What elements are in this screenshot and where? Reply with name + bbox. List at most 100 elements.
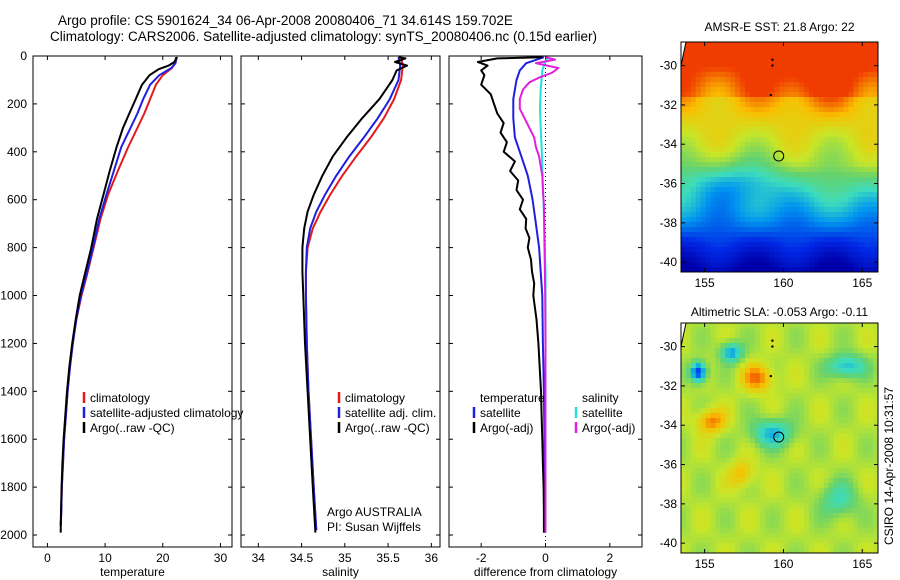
heatmap-cell xyxy=(695,423,702,429)
heatmap-cell xyxy=(735,403,741,409)
heatmap-cell xyxy=(681,468,687,474)
heatmap-cell xyxy=(789,107,795,113)
heatmap-cell xyxy=(754,538,761,544)
heatmap-cell xyxy=(789,122,795,128)
heatmap-cell xyxy=(759,117,766,123)
heatmap-cell xyxy=(764,403,771,409)
heatmap-cell xyxy=(769,257,775,263)
heatmap-cell xyxy=(843,468,849,474)
heatmap-cell xyxy=(774,187,780,193)
heatmap-cell xyxy=(754,222,761,228)
heatmap-cell xyxy=(838,152,844,158)
heatmap-cell xyxy=(769,87,775,93)
heatmap-cell xyxy=(828,338,835,344)
heatmap-cell xyxy=(769,513,775,519)
heatmap-cell xyxy=(685,252,692,258)
heatmap-cell xyxy=(794,518,800,524)
heatmap-cell xyxy=(784,453,790,459)
heatmap-cell xyxy=(799,438,805,444)
heatmap-cell xyxy=(868,167,874,173)
heatmap-cell xyxy=(695,483,702,489)
heatmap-cell xyxy=(700,393,707,399)
heatmap-cell xyxy=(813,137,820,143)
heatmap-cell xyxy=(799,523,805,529)
heatmap-cell xyxy=(735,57,741,63)
heatmap-cell xyxy=(789,42,795,48)
heatmap-cell xyxy=(730,232,736,238)
heatmap-cell xyxy=(843,473,849,479)
heatmap-cell xyxy=(695,448,702,454)
heatmap-cell xyxy=(700,117,707,123)
heatmap-cell xyxy=(809,523,815,529)
heatmap-cell xyxy=(818,167,825,173)
heatmap-cell xyxy=(794,353,800,359)
heatmap-cell xyxy=(838,127,844,133)
heatmap-cell xyxy=(690,247,697,253)
heatmap-cell xyxy=(858,368,864,374)
heatmap-cell xyxy=(700,162,707,168)
heatmap-cell xyxy=(700,443,707,449)
heatmap-cell xyxy=(700,257,707,263)
heatmap-cell xyxy=(735,453,741,459)
heatmap-cell xyxy=(784,468,790,474)
heatmap-cell xyxy=(695,518,702,524)
heatmap-cell xyxy=(695,52,702,58)
heatmap-cell xyxy=(774,227,780,233)
heatmap-cell xyxy=(833,127,839,133)
heatmap-cell xyxy=(725,463,731,469)
heatmap-cell xyxy=(813,42,820,48)
heatmap-cell xyxy=(715,548,721,553)
heatmap-cell xyxy=(809,488,815,494)
heatmap-cell xyxy=(828,132,835,138)
heatmap-cell xyxy=(794,413,800,419)
heatmap-cell xyxy=(745,413,751,419)
heatmap-cell xyxy=(799,518,805,524)
heatmap-cell xyxy=(823,463,830,469)
heatmap-cell xyxy=(700,483,707,489)
heatmap-cell xyxy=(794,488,800,494)
heatmap-cell xyxy=(725,62,731,68)
heatmap-cell xyxy=(725,257,731,263)
heatmap-cell xyxy=(774,533,780,539)
heatmap-cell xyxy=(813,162,820,168)
heatmap-cell xyxy=(685,97,692,103)
heatmap-cell xyxy=(804,493,810,499)
heatmap-cell xyxy=(725,227,731,233)
heatmap-cell xyxy=(759,543,766,549)
heatmap-cell xyxy=(833,157,839,163)
heatmap-cell xyxy=(695,172,702,178)
series-line xyxy=(59,56,179,533)
heatmap-cell xyxy=(720,538,726,544)
heatmap-cell xyxy=(735,212,741,218)
heatmap-cell xyxy=(848,483,854,489)
heatmap-cell xyxy=(685,533,692,539)
heatmap-cell xyxy=(848,207,854,213)
heatmap-cell xyxy=(853,528,859,534)
heatmap-cell xyxy=(725,222,731,228)
heatmap-cell xyxy=(685,137,692,143)
heatmap-cell xyxy=(769,423,775,429)
heatmap-cell xyxy=(764,72,771,78)
heatmap-cell xyxy=(853,413,859,419)
heatmap-cell xyxy=(858,458,864,464)
heatmap-cell xyxy=(735,132,741,138)
heatmap-cell xyxy=(823,82,830,88)
heatmap-cell xyxy=(784,247,790,253)
heatmap-cell xyxy=(695,92,702,98)
heatmap-cell xyxy=(730,97,736,103)
heatmap-cell xyxy=(833,82,839,88)
heatmap-cell xyxy=(749,398,756,404)
heatmap-cell xyxy=(873,393,878,399)
heatmap-cell xyxy=(868,453,874,459)
heatmap-cell xyxy=(690,513,697,519)
heatmap-cell xyxy=(735,473,741,479)
heatmap-cell xyxy=(754,202,761,208)
heatmap-cell xyxy=(843,147,849,153)
heatmap-cell xyxy=(868,358,874,364)
heatmap-cell xyxy=(720,82,726,88)
heatmap-cell xyxy=(784,443,790,449)
heatmap-cell xyxy=(799,62,805,68)
heatmap-cell xyxy=(823,413,830,419)
heatmap-cell xyxy=(700,538,707,544)
